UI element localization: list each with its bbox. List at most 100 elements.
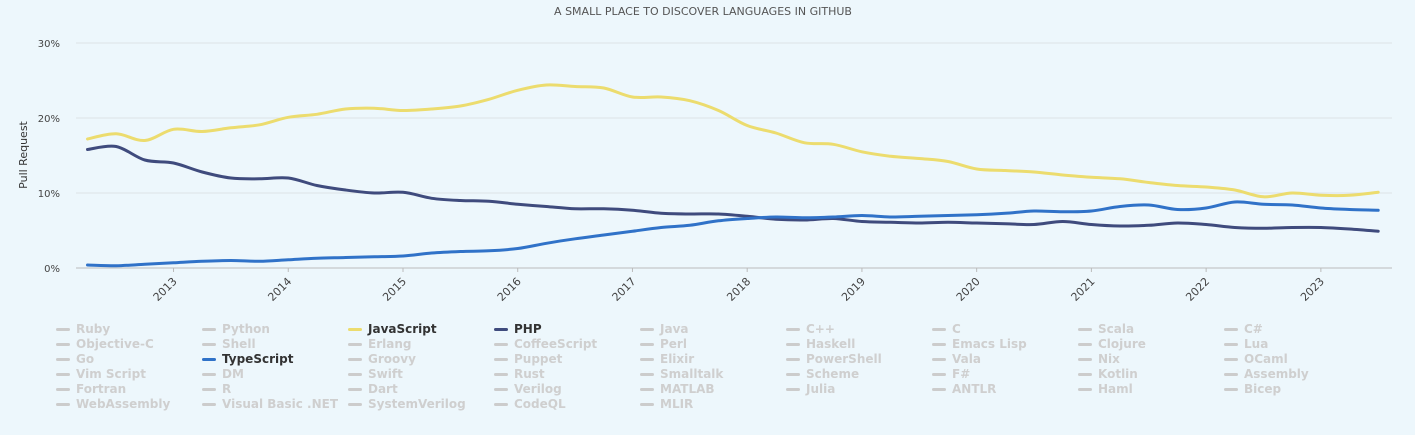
legend-item[interactable]: Ruby xyxy=(56,322,202,337)
series-line-typescript[interactable] xyxy=(86,200,1380,268)
legend-item[interactable]: Vala xyxy=(932,352,1078,367)
legend-item[interactable]: PowerShell xyxy=(786,352,932,367)
x-tick-label: 2023 xyxy=(1298,275,1327,304)
x-tick-label: 2018 xyxy=(724,275,753,304)
legend-swatch xyxy=(1224,358,1238,361)
legend-swatch xyxy=(786,343,800,346)
legend-item[interactable]: Vim Script xyxy=(56,367,202,382)
legend-swatch xyxy=(348,328,362,331)
legend-item[interactable]: Go xyxy=(56,352,202,367)
x-tick-label: 2016 xyxy=(495,275,524,304)
legend-swatch xyxy=(786,328,800,331)
legend-label: Julia xyxy=(806,382,836,396)
legend-item[interactable]: Scheme xyxy=(786,367,932,382)
legend-item[interactable]: C++ xyxy=(786,322,932,337)
legend-item[interactable]: Fortran xyxy=(56,382,202,397)
legend-item[interactable]: Scala xyxy=(1078,322,1224,337)
legend-item[interactable]: Nix xyxy=(1078,352,1224,367)
legend-item[interactable]: Perl xyxy=(640,337,786,352)
legend-item[interactable]: F# xyxy=(932,367,1078,382)
legend-item[interactable]: Erlang xyxy=(348,337,494,352)
legend-item[interactable]: C xyxy=(932,322,1078,337)
legend-item[interactable]: TypeScript xyxy=(202,352,348,367)
legend-swatch xyxy=(1224,343,1238,346)
legend-item[interactable]: Haml xyxy=(1078,382,1224,397)
legend-item[interactable]: ANTLR xyxy=(932,382,1078,397)
legend-item[interactable]: Assembly xyxy=(1224,367,1370,382)
legend-item[interactable]: Visual Basic .NET xyxy=(202,397,348,412)
legend-item[interactable]: Python xyxy=(202,322,348,337)
legend-label: Rust xyxy=(514,367,545,381)
legend-label: Go xyxy=(76,352,95,366)
legend-item[interactable]: Puppet xyxy=(494,352,640,367)
legend-label: Haskell xyxy=(806,337,856,351)
legend-swatch xyxy=(1224,388,1238,391)
legend-item[interactable]: DM xyxy=(202,367,348,382)
legend-swatch xyxy=(932,388,946,391)
x-tick-label: 2021 xyxy=(1069,275,1098,304)
legend-item[interactable]: Elixir xyxy=(640,352,786,367)
legend-item[interactable]: Bicep xyxy=(1224,382,1370,397)
legend-item[interactable]: SystemVerilog xyxy=(348,397,494,412)
legend-label: Emacs Lisp xyxy=(952,337,1027,351)
legend-item[interactable]: R xyxy=(202,382,348,397)
legend-item[interactable]: Rust xyxy=(494,367,640,382)
legend-swatch xyxy=(56,373,70,376)
legend-swatch xyxy=(932,358,946,361)
legend-swatch xyxy=(786,358,800,361)
legend-swatch xyxy=(202,328,216,331)
legend-swatch xyxy=(348,388,362,391)
x-tick-label: 2015 xyxy=(380,275,409,304)
legend-item[interactable]: Smalltalk xyxy=(640,367,786,382)
legend-item[interactable]: MATLAB xyxy=(640,382,786,397)
series-line-javascript[interactable] xyxy=(86,83,1380,199)
legend-item[interactable]: Kotlin xyxy=(1078,367,1224,382)
legend-item[interactable]: Haskell xyxy=(786,337,932,352)
legend-swatch xyxy=(56,328,70,331)
legend-swatch xyxy=(1078,388,1092,391)
legend-item[interactable]: Swift xyxy=(348,367,494,382)
legend-item[interactable]: Java xyxy=(640,322,786,337)
legend-item[interactable]: JavaScript xyxy=(348,322,494,337)
legend-label: DM xyxy=(222,367,244,381)
legend-item[interactable]: Julia xyxy=(786,382,932,397)
y-axis-ticks: 0% 10% 20% 30% xyxy=(38,39,60,275)
legend: Ruby Python JavaScript PHP Java C++ C Scala C# Ob… xyxy=(56,322,1370,412)
y-tick-label: 0% xyxy=(44,264,60,275)
legend-label: Ruby xyxy=(76,322,111,336)
legend-item[interactable]: Emacs Lisp xyxy=(932,337,1078,352)
legend-swatch xyxy=(640,328,654,331)
legend-item[interactable]: Lua xyxy=(1224,337,1370,352)
legend-label: Shell xyxy=(222,337,256,351)
legend-label: C++ xyxy=(806,322,835,336)
legend-swatch xyxy=(932,328,946,331)
legend-swatch xyxy=(202,388,216,391)
series-lines xyxy=(86,83,1380,268)
legend-item[interactable]: OCaml xyxy=(1224,352,1370,367)
legend-item[interactable]: PHP xyxy=(494,322,640,337)
legend-label: Vim Script xyxy=(76,367,146,381)
legend-swatch xyxy=(348,343,362,346)
legend-swatch xyxy=(640,343,654,346)
legend-item[interactable]: WebAssembly xyxy=(56,397,202,412)
legend-swatch xyxy=(348,358,362,361)
legend-item[interactable]: Dart xyxy=(348,382,494,397)
legend-label: Objective-C xyxy=(76,337,154,351)
legend-item[interactable]: Verilog xyxy=(494,382,640,397)
legend-label: Bicep xyxy=(1244,382,1282,396)
legend-item[interactable]: CodeQL xyxy=(494,397,640,412)
legend-item[interactable]: Groovy xyxy=(348,352,494,367)
legend-swatch xyxy=(932,373,946,376)
legend-item[interactable]: Clojure xyxy=(1078,337,1224,352)
legend-swatch xyxy=(1078,343,1092,346)
legend-item[interactable]: CoffeeScript xyxy=(494,337,640,352)
y-axis-label: Pull Request xyxy=(17,120,30,188)
legend-swatch xyxy=(786,373,800,376)
series-line-php[interactable] xyxy=(86,144,1380,233)
legend-item[interactable]: Shell xyxy=(202,337,348,352)
legend-item[interactable]: MLIR xyxy=(640,397,786,412)
legend-label: PHP xyxy=(514,322,542,336)
legend-label: MATLAB xyxy=(660,382,715,396)
legend-item[interactable]: Objective-C xyxy=(56,337,202,352)
legend-item[interactable]: C# xyxy=(1224,322,1370,337)
